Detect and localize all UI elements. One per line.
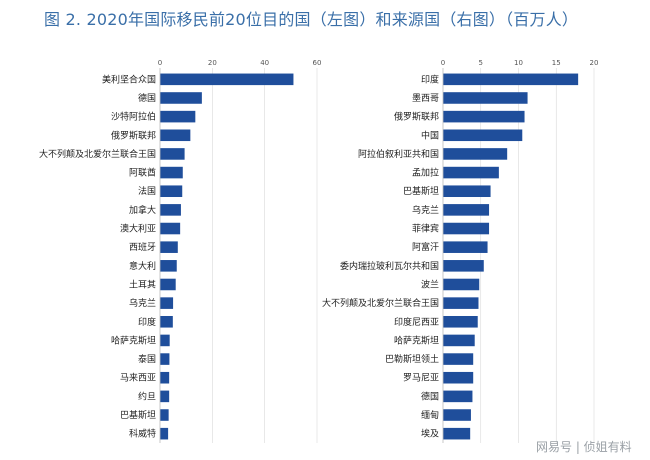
dest-bar bbox=[160, 204, 181, 216]
origin-category-label: 印度尼西亚 bbox=[394, 316, 439, 328]
dest-category-label: 俄罗斯联邦 bbox=[111, 129, 156, 141]
origin-bar bbox=[443, 204, 490, 216]
dest-category-label: 约旦 bbox=[138, 390, 156, 402]
dest-bar bbox=[160, 278, 176, 291]
dest-category-label: 意大利 bbox=[129, 260, 156, 272]
dest-category-label: 乌克兰 bbox=[129, 297, 156, 309]
dest-bar bbox=[160, 390, 170, 403]
origin-bar bbox=[443, 390, 473, 403]
origin-bar bbox=[443, 241, 488, 253]
origin-category-label: 巴基斯坦 bbox=[403, 185, 439, 197]
origin-bar bbox=[443, 129, 523, 142]
dest-category-label: 德国 bbox=[138, 92, 156, 104]
dest-bar bbox=[160, 166, 183, 179]
dest-category-label: 巴基斯坦 bbox=[120, 409, 156, 421]
origin-bar bbox=[443, 409, 471, 421]
origin-category-label: 巴勒斯坦领土 bbox=[385, 353, 439, 365]
origin-bar bbox=[443, 334, 475, 347]
dest-bar bbox=[160, 92, 202, 104]
dest-bar bbox=[160, 371, 170, 384]
origin-category-label: 乌克兰 bbox=[412, 204, 439, 216]
origin-bar bbox=[443, 427, 471, 440]
dest-tick-label: 20 bbox=[208, 59, 217, 67]
dest-category-label: 法国 bbox=[138, 185, 156, 197]
dest-bar bbox=[160, 315, 173, 328]
origin-category-label: 阿拉伯叙利亚共和国 bbox=[358, 148, 439, 160]
dest-category-label: 加拿大 bbox=[129, 204, 156, 216]
origin-category-label: 印度 bbox=[421, 73, 439, 85]
origin-bar bbox=[443, 278, 480, 291]
origin-category-label: 缅甸 bbox=[421, 409, 439, 421]
origin-tick-label: 5 bbox=[479, 59, 483, 67]
dest-tick-label: 40 bbox=[260, 59, 269, 67]
dest-category-label: 西班牙 bbox=[129, 241, 156, 253]
dest-category-label: 阿联酋 bbox=[129, 167, 156, 179]
origin-category-label: 大不列颠及北爱尔兰联合王国 bbox=[322, 297, 439, 309]
dest-category-label: 美利坚合众国 bbox=[102, 73, 156, 85]
origin-category-label: 波兰 bbox=[421, 278, 439, 290]
origin-category-label: 罗马尼亚 bbox=[403, 373, 439, 384]
origin-category-label: 俄罗斯联邦 bbox=[394, 111, 439, 123]
origin-category-label: 中国 bbox=[421, 129, 439, 141]
dest-bar bbox=[160, 148, 185, 160]
dest-bar bbox=[160, 73, 294, 86]
dest-bar bbox=[160, 110, 196, 123]
origin-bar bbox=[443, 166, 499, 179]
origin-category-label: 孟加拉 bbox=[412, 167, 439, 179]
origin-category-label: 墨西哥 bbox=[412, 93, 439, 104]
dest-bar bbox=[160, 334, 170, 347]
origin-tick-label: 20 bbox=[590, 59, 599, 67]
dest-category-label: 哈萨克斯坦 bbox=[111, 334, 156, 346]
destination-chart: 0 20 40 60 美利坚合众国德国沙特阿拉伯俄罗斯联邦大不列颠及北爱尔兰联合王国阿联… bbox=[39, 59, 321, 443]
origin-category-label: 委内瑞拉玻利瓦尔共和国 bbox=[340, 260, 439, 272]
origin-tick-label: 0 bbox=[441, 59, 445, 67]
dest-category-label: 土耳其 bbox=[129, 278, 156, 290]
origin-bar bbox=[443, 110, 525, 123]
figure-title: 图 2. 2020年国际移民前20位目的国（左图）和来源国（右图）（百万人） bbox=[44, 10, 579, 29]
dest-bar bbox=[160, 129, 191, 142]
origin-bar bbox=[443, 371, 474, 384]
origin-bar bbox=[443, 260, 484, 272]
dest-category-label: 大不列颠及北爱尔兰联合王国 bbox=[39, 148, 156, 160]
dest-bar bbox=[160, 353, 170, 365]
origin-bar bbox=[443, 185, 491, 198]
origin-category-label: 阿富汗 bbox=[412, 241, 439, 253]
dest-bar bbox=[160, 297, 174, 309]
dest-category-label: 马来西亚 bbox=[120, 373, 156, 384]
dest-category-label: 泰国 bbox=[138, 353, 156, 365]
dest-category-label: 澳大利亚 bbox=[120, 223, 156, 235]
dest-tick-label: 60 bbox=[313, 59, 322, 67]
origin-chart: 0 5 10 15 20 印度墨西哥俄罗斯联邦中国阿拉伯叙利亚共和国孟加拉巴基斯坦乌克兰菲… bbox=[322, 59, 598, 443]
dest-bar bbox=[160, 260, 177, 272]
dest-bar bbox=[160, 241, 178, 253]
origin-bar bbox=[443, 148, 508, 160]
dest-category-label: 沙特阿拉伯 bbox=[111, 111, 156, 123]
dest-tick-label: 0 bbox=[158, 59, 162, 67]
origin-bar bbox=[443, 92, 528, 104]
origin-category-label: 哈萨克斯坦 bbox=[394, 334, 439, 346]
dest-bar bbox=[160, 185, 183, 198]
origin-tick-label: 10 bbox=[514, 59, 523, 67]
origin-category-label: 菲律宾 bbox=[412, 223, 439, 235]
origin-category-label: 德国 bbox=[421, 390, 439, 402]
dest-category-label: 印度 bbox=[138, 316, 156, 328]
dest-bar bbox=[160, 222, 181, 235]
origin-bar bbox=[443, 222, 490, 235]
origin-bar bbox=[443, 315, 478, 328]
dest-category-label: 科威特 bbox=[129, 428, 156, 440]
origin-category-label: 埃及 bbox=[421, 428, 439, 440]
origin-bar bbox=[443, 353, 474, 365]
watermark: 网易号 | 侦姐有料 bbox=[536, 440, 632, 454]
origin-bar bbox=[443, 73, 579, 86]
origin-bar bbox=[443, 297, 479, 309]
origin-tick-label: 15 bbox=[552, 59, 561, 67]
dest-bar bbox=[160, 409, 169, 421]
dest-bar bbox=[160, 427, 169, 440]
